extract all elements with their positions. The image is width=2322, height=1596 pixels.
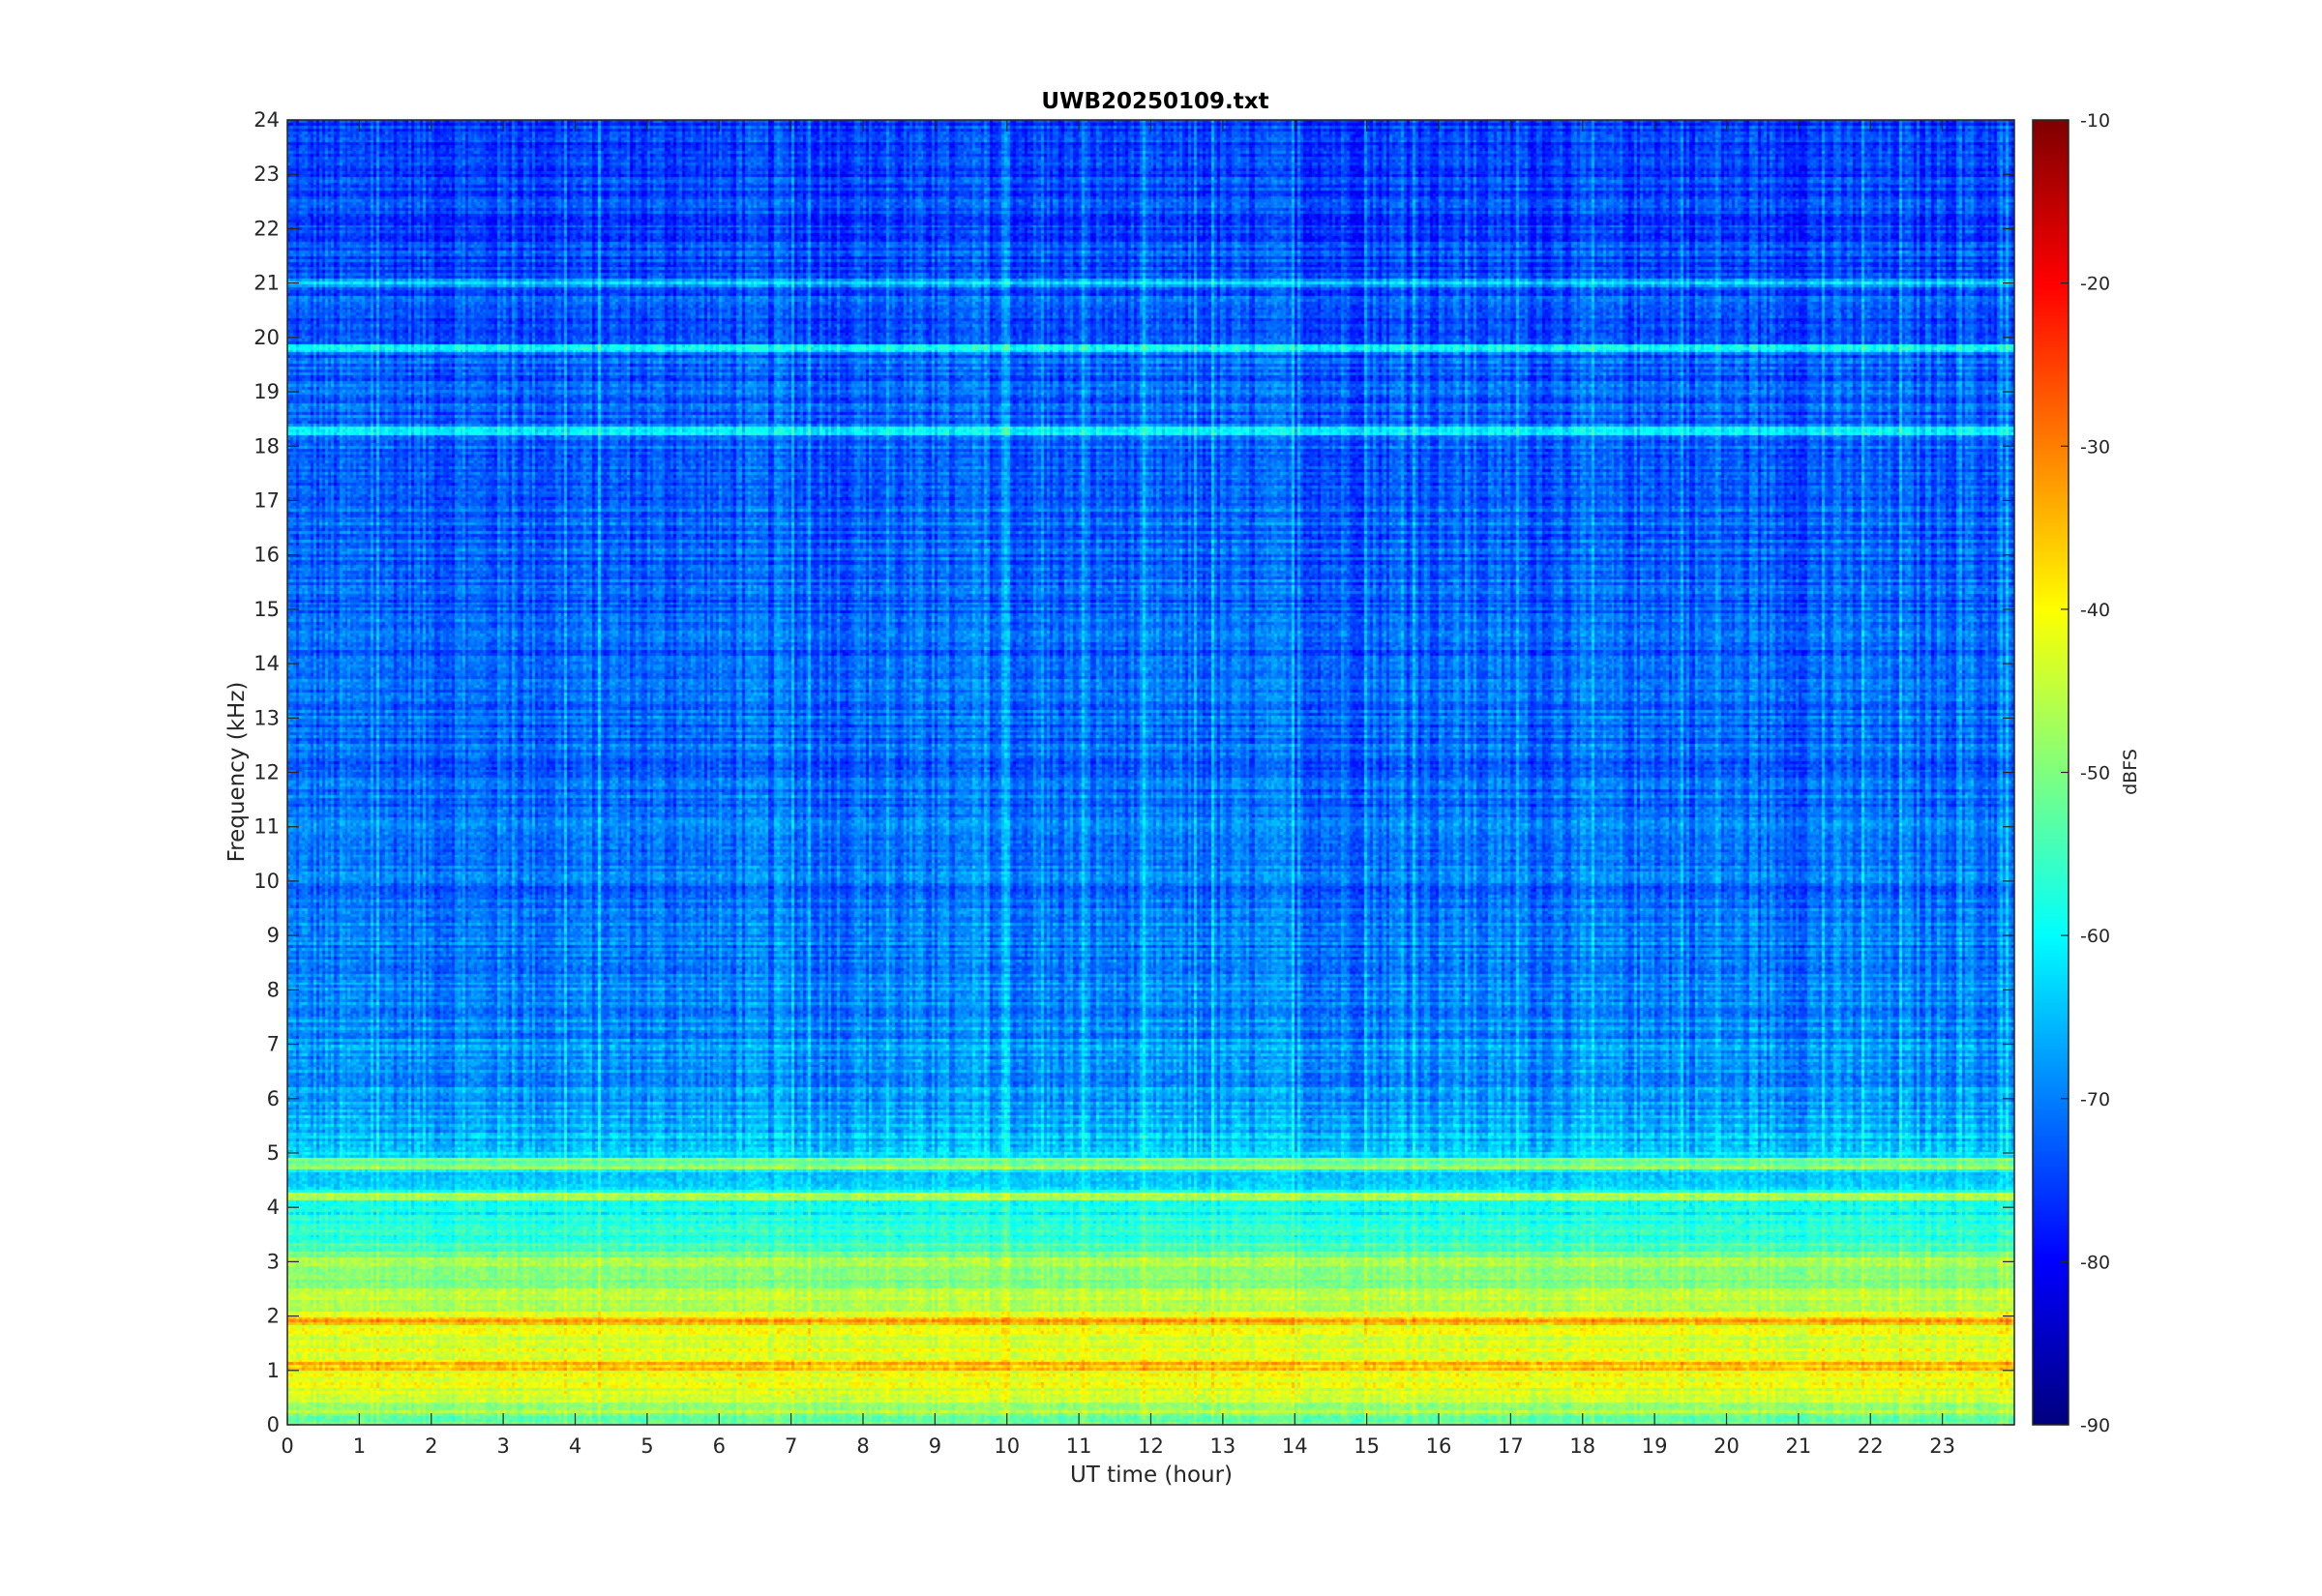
y-tick-label: 14: [253, 652, 280, 675]
colorbar-tick-label: -10: [2080, 110, 2110, 132]
colorbar-tick-label: -50: [2080, 763, 2110, 784]
x-tick-label: 3: [496, 1434, 509, 1458]
plot-area: [286, 119, 2015, 1426]
colorbar-tick-label: -20: [2080, 274, 2110, 295]
x-tick-label: 4: [569, 1434, 581, 1458]
y-axis-label: Frequency (kHz): [224, 682, 250, 863]
colorbar-tick-label: -30: [2080, 436, 2110, 458]
x-tick-label: 21: [1786, 1434, 1812, 1458]
colorbar: -90 -80 -70 -60 -50 -40 -30 -20 -10 dBFS: [2032, 110, 2141, 1436]
x-tick-label: 10: [994, 1434, 1020, 1458]
y-tick-label: 5: [267, 1141, 280, 1165]
x-tick-label: 5: [640, 1434, 653, 1458]
y-tick-label: 13: [253, 706, 280, 729]
x-tick-label: 20: [1713, 1434, 1740, 1458]
y-tick-label: 12: [253, 761, 280, 784]
y-tick-label: 7: [267, 1033, 280, 1056]
colorbar-tick-label: -80: [2080, 1252, 2110, 1273]
x-axis-label: UT time (hour): [1070, 1463, 1233, 1488]
colorbar-tick-label: -40: [2080, 600, 2110, 621]
spectrogram-heatmap: [287, 120, 2014, 1425]
y-tick-label: 3: [267, 1250, 280, 1273]
x-tick-label: 19: [1642, 1434, 1668, 1458]
y-tick-label: 22: [253, 217, 280, 240]
x-tick-label: 13: [1210, 1434, 1236, 1458]
y-tick-label: 24: [253, 108, 280, 132]
x-tick-label: 2: [425, 1434, 437, 1458]
x-axis: 0 1 2 3 4 5 6 7 8 9 10 11 12 13 14 15 16 17 18 19 20 21 22 23: [281, 120, 1955, 1458]
y-tick-label: 9: [267, 924, 280, 947]
y-tick-label: 23: [253, 163, 280, 186]
colorbar-label: dBFS: [2120, 749, 2141, 795]
colorbar-tick-label: -70: [2080, 1089, 2110, 1110]
chart-title: UWB20250109.txt: [1041, 89, 1268, 114]
y-tick-label: 20: [253, 326, 280, 349]
x-tick-label: 7: [785, 1434, 797, 1458]
y-tick-label: 17: [253, 488, 280, 512]
colorbar-axis: -90 -80 -70 -60 -50 -40 -30 -20 -10: [2061, 110, 2110, 1436]
y-tick-label: 0: [267, 1413, 280, 1436]
x-tick-label: 12: [1138, 1434, 1164, 1458]
y-tick-label: 8: [267, 978, 280, 1001]
x-tick-label: 22: [1858, 1434, 1884, 1458]
y-tick-label: 6: [267, 1087, 280, 1110]
x-tick-label: 18: [1569, 1434, 1595, 1458]
x-tick-label: 9: [929, 1434, 941, 1458]
colorbar-tick-label: -60: [2080, 926, 2110, 947]
y-tick-label: 1: [267, 1359, 280, 1382]
y-tick-label: 2: [267, 1305, 280, 1328]
x-tick-label: 11: [1066, 1434, 1092, 1458]
x-tick-label: 14: [1282, 1434, 1308, 1458]
x-tick-label: 15: [1354, 1434, 1380, 1458]
x-tick-label: 6: [713, 1434, 726, 1458]
x-tick-label: 23: [1929, 1434, 1955, 1458]
y-tick-label: 18: [253, 434, 280, 458]
y-tick-label: 21: [253, 272, 280, 295]
x-tick-label: 16: [1426, 1434, 1452, 1458]
colorbar-tick-label: -90: [2080, 1415, 2110, 1436]
y-tick-label: 15: [253, 598, 280, 621]
y-tick-label: 10: [253, 870, 280, 893]
y-tick-label: 19: [253, 380, 280, 403]
y-tick-label: 11: [253, 815, 280, 839]
x-tick-label: 17: [1498, 1434, 1524, 1458]
x-tick-label: 0: [281, 1434, 293, 1458]
x-tick-label: 1: [353, 1434, 366, 1458]
y-tick-label: 4: [267, 1196, 280, 1219]
y-tick-label: 16: [253, 544, 280, 567]
x-tick-label: 8: [856, 1434, 869, 1458]
